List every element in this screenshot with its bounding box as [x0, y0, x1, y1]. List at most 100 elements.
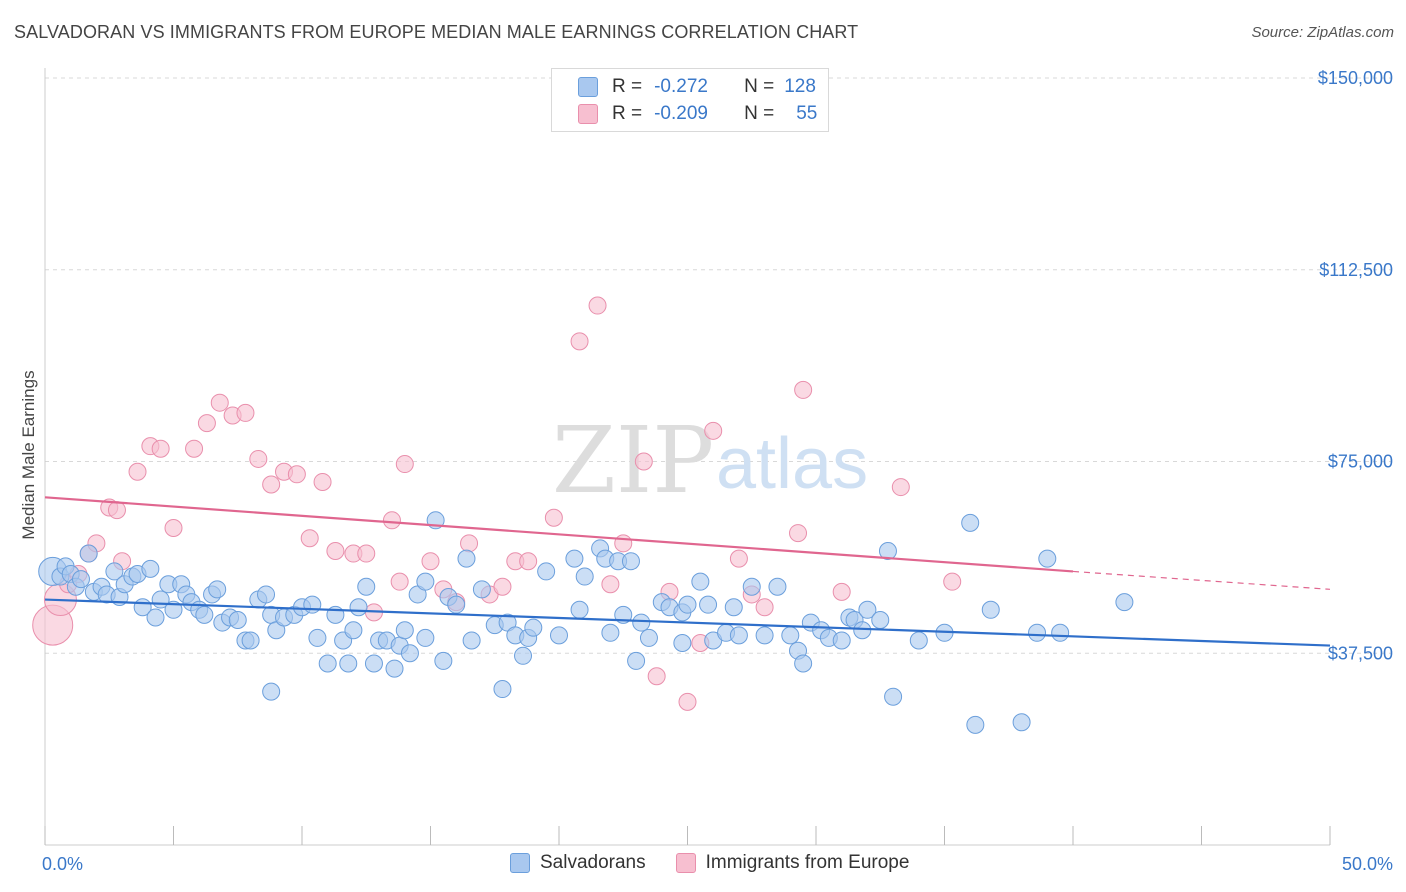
data-point-immigrants-from-europe: [197, 414, 216, 433]
data-point-salvadorans: [858, 600, 877, 619]
legend-label-salvadorans: Salvadorans: [540, 852, 646, 873]
legend-r-label: R =: [612, 103, 643, 124]
data-point-immigrants-from-europe: [460, 534, 479, 553]
data-point-salvadorans: [627, 651, 646, 670]
data-point-salvadorans: [472, 580, 491, 599]
legend-row-immigrants: R = -0.209 N = 55: [578, 101, 817, 127]
data-point-salvadorans: [349, 598, 368, 617]
legend-r-value: -0.272: [654, 76, 708, 97]
data-point-salvadorans: [794, 654, 813, 673]
data-point-salvadorans: [570, 600, 589, 619]
trend-line-extension-immigrants-from-europe: [1072, 570, 1331, 590]
data-point-immigrants-from-europe: [151, 439, 170, 458]
data-point-salvadorans: [344, 621, 363, 640]
stats-legend: R = -0.272 N = 128 R = -0.209 N = 55: [551, 68, 829, 132]
legend-row-salvadorans: R = -0.272 N = 128: [578, 74, 816, 100]
data-point-immigrants-from-europe: [164, 518, 183, 537]
legend-r-value: -0.209: [654, 103, 708, 124]
data-point-salvadorans: [457, 549, 476, 568]
data-point-immigrants-from-europe: [647, 667, 666, 686]
data-point-immigrants-from-europe: [544, 508, 563, 527]
x-tick-label: 50.0%: [1342, 854, 1393, 874]
gridlines: [45, 77, 1392, 654]
data-point-immigrants-from-europe: [493, 577, 512, 596]
data-point-salvadorans: [262, 682, 281, 701]
data-point-salvadorans: [632, 613, 651, 632]
data-point-salvadorans: [678, 595, 697, 614]
data-point-immigrants-from-europe: [794, 380, 813, 399]
data-point-salvadorans: [832, 631, 851, 650]
data-point-immigrants-from-europe: [832, 582, 851, 601]
chart-title: SALVADORAN VS IMMIGRANTS FROM EUROPE MED…: [14, 22, 859, 42]
legend-n-value: 55: [796, 103, 818, 124]
data-point-salvadorans: [164, 600, 183, 619]
data-point-immigrants-from-europe: [185, 439, 204, 458]
data-point-immigrants-from-europe: [789, 524, 808, 543]
data-point-salvadorans: [339, 654, 358, 673]
data-point-immigrants-from-europe: [570, 332, 589, 351]
series-legend: Salvadorans Immigrants from Europe: [510, 852, 909, 874]
data-point-salvadorans: [416, 628, 435, 647]
data-point-salvadorans: [385, 659, 404, 678]
legend-label-immigrants: Immigrants from Europe: [705, 852, 910, 873]
tick-labels: $37,500 $75,000 $112,500 $150,000 0.0% 50.0%: [42, 68, 1393, 874]
data-point-immigrants-from-europe: [262, 475, 281, 494]
data-point-immigrants-from-europe: [519, 552, 538, 571]
watermark-atlas: atlas: [716, 424, 868, 504]
data-point-salvadorans: [699, 595, 718, 614]
data-point-immigrants-from-europe: [729, 549, 748, 568]
data-point-salvadorans: [257, 585, 276, 604]
data-point-immigrants-from-europe: [357, 544, 376, 563]
series-salvadorans: [38, 511, 1134, 734]
data-point-immigrants-from-europe: [382, 511, 401, 530]
data-point-salvadorans: [639, 628, 658, 647]
x-tick-label: 0.0%: [42, 854, 83, 874]
data-point-salvadorans: [514, 646, 533, 665]
data-point-salvadorans: [768, 577, 787, 596]
data-point-salvadorans: [878, 541, 897, 560]
data-point-salvadorans: [141, 559, 160, 578]
data-point-salvadorans: [550, 626, 568, 645]
legend-r-label: R =: [612, 76, 643, 97]
data-point-immigrants-from-europe: [421, 552, 440, 571]
data-point-salvadorans: [729, 626, 748, 645]
data-point-salvadorans: [601, 623, 620, 642]
trend-line-salvadorans: [44, 598, 1331, 647]
data-point-salvadorans: [673, 634, 692, 653]
data-point-salvadorans: [1028, 623, 1047, 642]
watermark-zip: ZIP: [552, 407, 714, 514]
data-point-salvadorans: [357, 577, 376, 596]
data-point-immigrants-from-europe: [755, 598, 774, 617]
data-point-immigrants-from-europe: [128, 462, 147, 481]
data-point-salvadorans: [961, 513, 980, 532]
legend-n-label: N =: [744, 76, 775, 97]
data-point-salvadorans: [755, 626, 774, 645]
data-point-immigrants-from-europe: [300, 529, 319, 548]
data-point-salvadorans: [524, 618, 543, 637]
data-point-salvadorans: [416, 572, 435, 591]
data-point-salvadorans: [318, 654, 337, 673]
data-point-salvadorans: [79, 544, 98, 563]
data-point-immigrants-from-europe: [943, 572, 962, 591]
legend-n-label: N =: [744, 103, 775, 124]
data-point-immigrants-from-europe: [678, 692, 697, 711]
data-point-salvadorans: [395, 621, 414, 640]
y-tick-label: $37,500: [1328, 643, 1393, 663]
data-point-immigrants-from-europe: [601, 575, 620, 594]
data-point-salvadorans: [208, 580, 227, 599]
legend-swatch-immigrants: [675, 853, 696, 873]
data-point-salvadorans: [691, 572, 710, 591]
trend-line-immigrants-from-europe: [44, 496, 1074, 573]
data-point-salvadorans: [853, 621, 872, 640]
data-point-salvadorans: [105, 562, 124, 581]
data-point-salvadorans: [781, 626, 800, 645]
data-point-salvadorans: [447, 595, 466, 614]
y-tick-label: $112,500: [1319, 260, 1393, 280]
data-point-salvadorans: [241, 631, 260, 650]
data-point-immigrants-from-europe: [704, 421, 723, 440]
data-point-salvadorans: [71, 570, 90, 589]
data-point-salvadorans: [724, 598, 743, 617]
data-point-immigrants-from-europe: [634, 452, 653, 471]
data-point-salvadorans: [981, 600, 1000, 619]
data-point-salvadorans: [434, 651, 453, 670]
